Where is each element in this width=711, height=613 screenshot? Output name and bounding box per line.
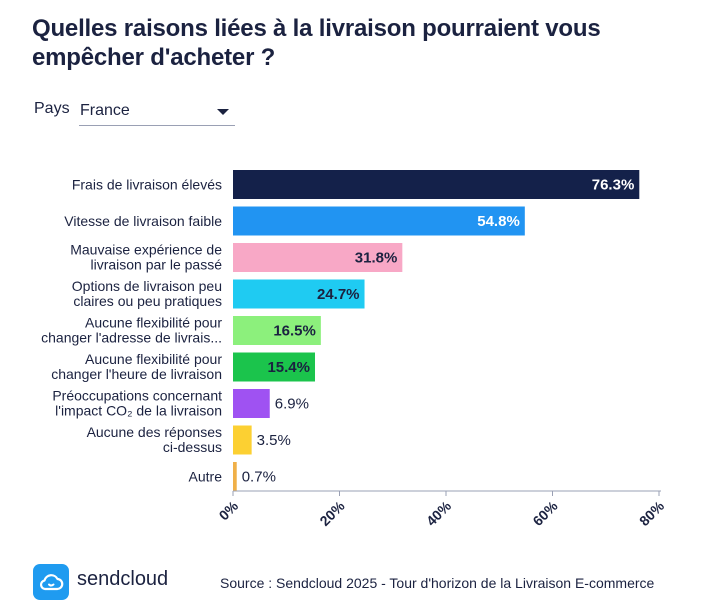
value-label: 0.7%: [242, 469, 276, 486]
category-label: changer l'heure de livraison: [51, 366, 222, 382]
category-label: Mauvaise expérience de: [70, 242, 222, 258]
category-label: Aucune des réponses: [87, 424, 222, 440]
category-label: Aucune flexibilité pour: [85, 351, 222, 367]
category-label: ci-dessus: [163, 439, 222, 455]
x-tick-label: 20%: [316, 497, 348, 529]
value-label: 31.8%: [355, 250, 398, 267]
value-label: 76.3%: [592, 177, 635, 194]
category-label: l'impact CO₂ de la livraison: [55, 403, 222, 419]
bar-2: [233, 243, 403, 272]
country-select-value: France: [80, 102, 130, 119]
category-label: claires ou peu pratiques: [73, 293, 222, 309]
category-label: changer l'adresse de livrais...: [41, 330, 222, 346]
bar-4: [233, 316, 321, 345]
brand-name: sendcloud: [77, 568, 169, 590]
bar-chart: Frais de livraison élevés 76.3% Vitesse de…: [41, 170, 668, 529]
bar-3: [233, 279, 365, 309]
category-label: Préoccupations concernant: [52, 388, 222, 404]
category-label: Autre: [189, 469, 223, 485]
bar-7: [233, 425, 252, 455]
x-tick-label: 60%: [529, 497, 561, 529]
bar-0: [233, 170, 640, 199]
cloud-icon: [39, 574, 64, 591]
country-select[interactable]: France: [79, 98, 235, 126]
value-label: 24.7%: [317, 286, 360, 303]
chevron-down-icon[interactable]: [217, 109, 229, 115]
bar-6: [233, 389, 270, 418]
x-tick-label: 80%: [636, 497, 668, 529]
source-note: Source : Sendcloud 2025 - Tour d'horizon…: [220, 575, 655, 591]
value-label: 54.8%: [477, 213, 520, 230]
sendcloud-logo: [33, 564, 69, 600]
chart-title: Quelles raisons liées à la livraison pou…: [32, 15, 601, 71]
category-label: Frais de livraison élevés: [72, 177, 222, 193]
bar-1: [233, 206, 525, 236]
category-label: Vitesse de livraison faible: [64, 213, 222, 229]
category-label: livraison par le passé: [90, 257, 222, 273]
value-label: 6.9%: [275, 396, 309, 413]
value-label: 3.5%: [257, 432, 291, 449]
bar-5: [233, 352, 316, 382]
category-label: Aucune flexibilité pour: [85, 315, 222, 331]
x-tick-label: 0%: [215, 497, 241, 523]
category-label: Options de livraison peu: [72, 278, 222, 294]
x-tick-label: 40%: [423, 497, 455, 529]
value-label: 15.4%: [267, 359, 310, 376]
country-filter-label: Pays: [34, 100, 70, 117]
value-label: 16.5%: [273, 323, 316, 340]
bar-8: [233, 462, 237, 491]
